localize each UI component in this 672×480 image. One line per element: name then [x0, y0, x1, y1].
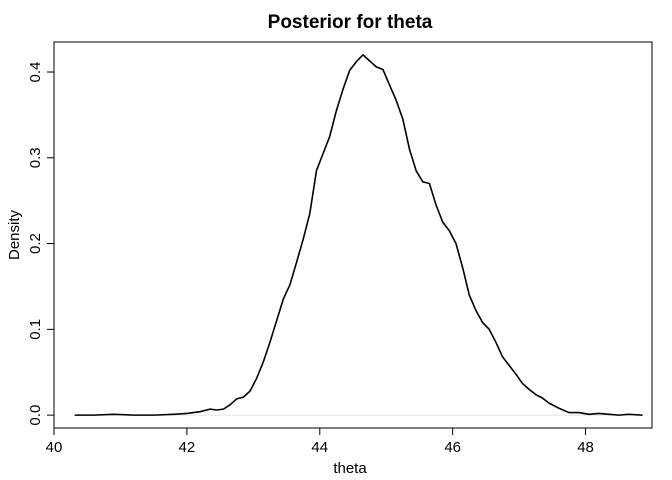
- x-tick-label: 40: [46, 439, 63, 456]
- x-tick-label: 42: [179, 439, 196, 456]
- density-curve: [74, 54, 643, 416]
- x-axis: 40 42 44 46 48: [46, 428, 594, 456]
- y-axis: 0.0 0.1 0.2 0.3 0.4: [27, 62, 54, 426]
- x-tick-label: 48: [577, 439, 594, 456]
- y-tick-label: 0.3: [27, 147, 44, 168]
- y-tick-label: 0.0: [27, 405, 44, 426]
- y-tick-label: 0.1: [27, 319, 44, 340]
- y-tick-label: 0.4: [27, 62, 44, 83]
- x-tick-label: 46: [444, 439, 461, 456]
- plot-frame: [53, 41, 653, 429]
- x-axis-label: theta: [333, 460, 367, 477]
- y-axis-label: Density: [6, 209, 23, 260]
- y-tick-label: 0.2: [27, 233, 44, 254]
- chart-title: Posterior for theta: [268, 12, 433, 33]
- x-tick-label: 44: [311, 439, 328, 456]
